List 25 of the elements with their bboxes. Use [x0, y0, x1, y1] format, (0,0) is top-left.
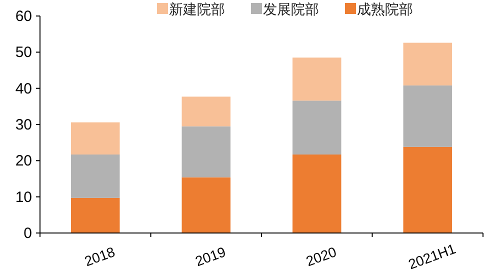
bar [71, 154, 120, 198]
bar [182, 96, 230, 126]
bar [403, 146, 452, 233]
legend-label: 发展院部 [263, 1, 319, 17]
bar [182, 177, 230, 233]
bar [71, 198, 120, 233]
bar [71, 122, 120, 155]
x-tick-label: 2019 [193, 243, 228, 270]
y-tick-label: 60 [15, 8, 32, 25]
legend-label: 新建院部 [169, 1, 225, 17]
legend-label: 成熟院部 [357, 1, 413, 17]
bar [403, 85, 452, 147]
bar [292, 58, 342, 101]
y-tick-label: 40 [15, 80, 32, 98]
bar [292, 100, 342, 155]
bar [292, 154, 342, 233]
x-tick-label: 2020 [304, 243, 339, 270]
x-tick-label: 2018 [82, 243, 118, 270]
bar [182, 126, 230, 178]
y-tick-label: 0 [24, 225, 32, 242]
y-tick-label: 10 [15, 188, 32, 206]
y-tick-label: 50 [15, 44, 32, 62]
y-tick-label: 30 [15, 116, 32, 134]
y-tick-label: 20 [15, 152, 32, 170]
bar [403, 42, 452, 86]
